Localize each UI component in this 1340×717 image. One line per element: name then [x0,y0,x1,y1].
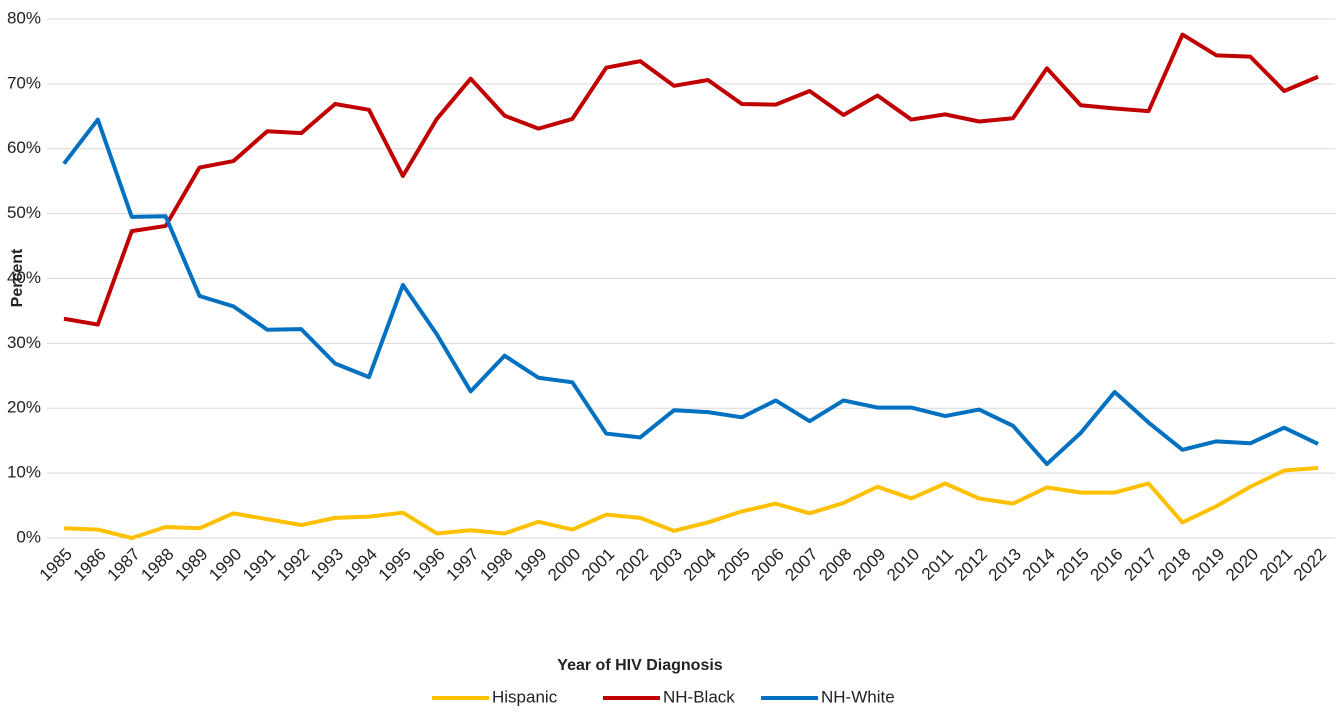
x-tick-label: 2008 [815,545,855,585]
x-tick-label: 2001 [578,545,618,585]
legend-label: NH-Black [663,687,735,706]
legend-label: Hispanic [492,687,558,706]
x-tick-label: 2004 [680,545,720,585]
x-tick-label: 1987 [104,545,144,585]
y-tick-label: 60% [7,138,41,157]
y-tick-label: 10% [7,463,41,482]
x-tick-label: 2005 [714,545,754,585]
y-tick-label: 50% [7,203,41,222]
x-tick-label: 2021 [1256,545,1296,585]
x-tick-label: 2022 [1290,545,1330,585]
x-tick-label: 1993 [307,545,347,585]
x-tick-label: 2020 [1222,545,1262,585]
x-tick-label: 2011 [918,545,957,584]
x-tick-label: 1990 [205,545,245,585]
x-tick-label: 1998 [476,545,516,585]
x-tick-label: 1999 [510,545,550,585]
x-tick-label: 1995 [375,545,415,585]
x-tick-label: 1994 [341,545,381,585]
x-tick-label: 1996 [409,545,449,585]
x-axis-title: Year of HIV Diagnosis [557,657,722,674]
line [63,465,1319,540]
x-tick-label: 2009 [849,545,889,585]
x-tick-label: 2016 [1087,545,1127,585]
y-tick-label: 40% [7,268,41,287]
legend-label: NH-White [821,687,895,706]
x-tick-label: 2015 [1053,545,1093,585]
x-tick-label: 1986 [70,545,110,585]
x-tick-label: 1997 [443,545,483,585]
x-tick-label: 1992 [273,545,313,585]
x-tick-label: 2014 [1019,545,1059,585]
y-tick-label: 20% [7,398,41,417]
x-tick-label: 2013 [985,545,1025,585]
x-tick-label: 2012 [951,545,991,585]
x-tick-label: 2000 [544,545,584,585]
y-axis-title: Percent [9,248,26,307]
x-tick-label: 2002 [612,545,652,585]
x-tick-label: 2007 [781,545,821,585]
x-tick-label: 1985 [36,545,76,585]
line [63,32,1319,327]
line [62,117,1319,467]
y-tick-label: 70% [7,73,41,92]
x-tick-label: 1991 [239,545,279,585]
x-tick-label: 2019 [1188,545,1228,585]
y-tick-label: 80% [7,8,41,27]
x-tick-label: 2017 [1120,545,1160,585]
x-tick-label: 1989 [171,545,211,585]
x-tick-label: 2010 [883,545,923,585]
y-tick-label: 0% [16,527,41,546]
x-tick-label: 2003 [646,545,686,585]
y-tick-label: 30% [7,333,41,352]
x-tick-label: 1988 [137,545,177,585]
x-tick-label: 2006 [748,545,788,585]
x-tick-label: 2018 [1154,545,1194,585]
